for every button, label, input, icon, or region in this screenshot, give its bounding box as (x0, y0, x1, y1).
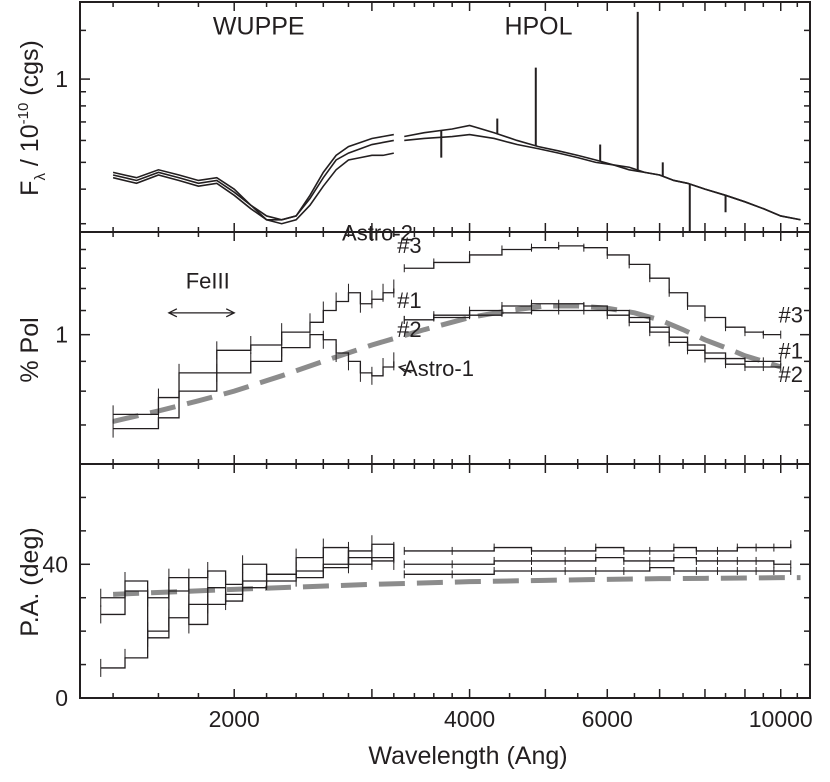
polarization-annotation-1: Astro-2 (342, 221, 413, 246)
axis-ticks (80, 2, 810, 699)
position-angle-series-line-4 (404, 556, 791, 565)
polarization-annotation-2: Astro-1 (403, 356, 474, 381)
flux-ylabel-f: F (16, 181, 44, 196)
pol-y-axis-label: % Pol (16, 317, 44, 382)
data-lines (100, 11, 801, 677)
astro-1-pointer-head (397, 364, 407, 373)
polarization-annotation-3: #3 (397, 233, 421, 258)
x-tick-label: 10000 (749, 706, 813, 732)
flux-ylabel-tail: (cgs) (16, 40, 44, 103)
polarization-series-line-3 (404, 303, 781, 362)
polarization-annotation-4: #1 (397, 288, 421, 313)
polarization-annotation-7: #1 (779, 339, 803, 364)
panel-frame-flux (79, 1, 811, 233)
flux-ylabel-sup: -10 (15, 103, 32, 125)
position-angle-series-line-3 (404, 544, 792, 552)
flux-annotation-0: WUPPE (213, 12, 305, 40)
pa-y-axis-label: P.A. (deg) (16, 527, 44, 636)
y-tick-label-position-angle: 40 (42, 551, 68, 577)
panel-frame-position-angle (79, 463, 811, 699)
x-tick-label: 2000 (209, 706, 260, 732)
feiii-range-arrow (167, 308, 236, 318)
position-angle-series-line-5 (404, 566, 791, 575)
panel-frames (79, 1, 811, 699)
panel-frame-polarization (79, 231, 811, 465)
flux-series-line (404, 133, 801, 221)
polarization-annotation-8: #2 (779, 362, 803, 387)
position-angle-fit-curve (112, 575, 801, 597)
astro-1-pointer-arrow (397, 364, 412, 374)
position-angle-series-line-2 (100, 550, 395, 669)
x-tick-label: 4000 (444, 706, 495, 732)
polarization-annotation-6: #3 (779, 302, 803, 327)
polarization-annotation-5: #2 (397, 317, 421, 342)
x-tick-label: 6000 (582, 706, 633, 732)
x-axis-label: Wavelength (Ang) (368, 742, 567, 770)
y-tick-label-polarization: 1 (55, 322, 68, 348)
fit-curves (112, 303, 801, 597)
flux-ylabel-sub: λ (32, 173, 49, 181)
feiii-arrow-head-right (225, 308, 236, 318)
flux-series-line (112, 152, 394, 225)
flux-series-line (404, 124, 801, 221)
y-tick-label-flux: 1 (55, 66, 68, 92)
flux-y-axis-label: Fλ / 10-10 (cgs) (15, 40, 49, 196)
flux-annotation-1: HPOL (504, 12, 572, 40)
polarization-fit-curve (112, 303, 782, 424)
flux-series-line (112, 133, 394, 221)
flux-ylabel-mid: / 10 (16, 124, 44, 173)
y-tick-label-position-angle: 0 (55, 685, 68, 711)
feiii-arrow-head-left (167, 308, 178, 318)
tick-labels: 2000 4000 6000 10000 1 1 0 40 WUPPE HPOL FeIII Astr… (42, 12, 812, 732)
polarization-annotation-0: FeIII (186, 268, 230, 293)
